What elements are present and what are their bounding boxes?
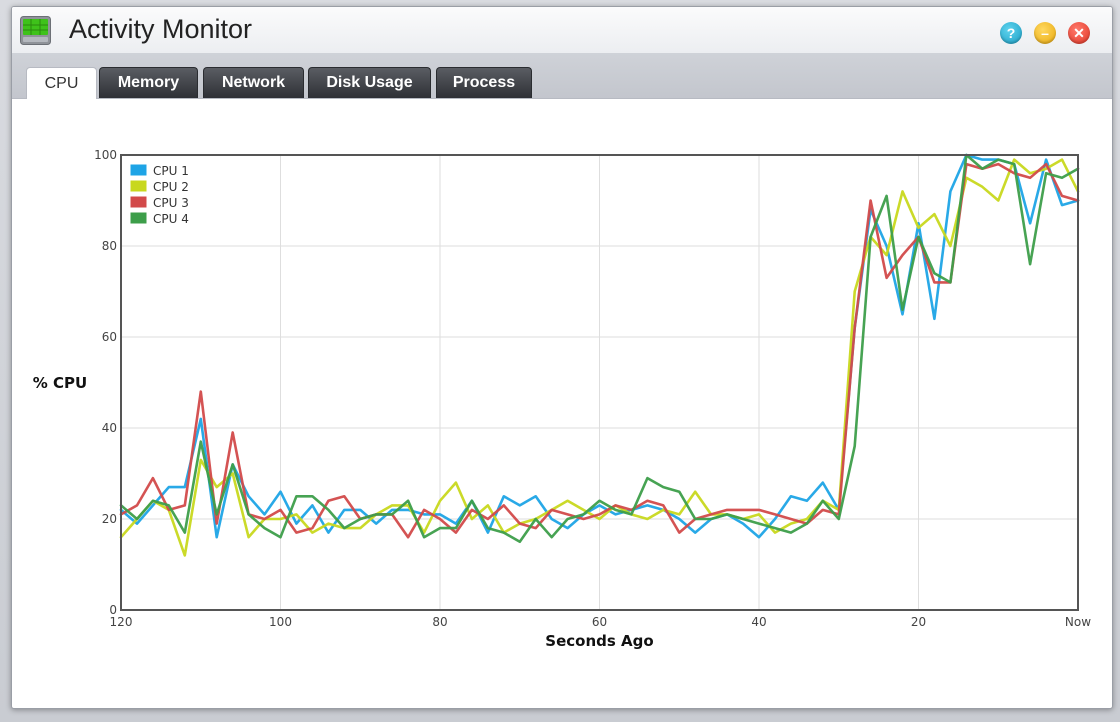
y-axis-ticks: 0 20 40 60 80 100 [94,148,117,617]
legend-swatch [129,179,148,193]
series-line [119,153,1080,544]
activity-monitor-window: Activity Monitor ? – ✕ CPU Memory Networ… [11,6,1113,709]
legend-label: CPU 3 [153,196,189,210]
x-tick-label: 40 [751,615,766,629]
y-tick-label: 0 [109,603,117,617]
chart-legend: CPU 1 CPU 2 CPU 3 CPU 4 [129,163,189,226]
x-tick-label: 80 [432,615,447,629]
y-tick-label: 60 [102,330,117,344]
cpu-chart-area: 0 20 40 60 80 100 120 100 80 60 40 20 Now % CPU Sec… [12,99,1110,664]
title-bar: Activity Monitor ? – ✕ [12,7,1112,54]
legend-swatch [129,211,148,225]
series-layer [119,153,1080,557]
tab-cpu[interactable]: CPU [26,67,97,99]
y-tick-label: 40 [102,421,117,435]
x-tick-label: Now [1065,615,1091,629]
cpu-line-chart: 0 20 40 60 80 100 120 100 80 60 40 20 Now % CPU Sec… [33,148,1092,650]
plot-border [120,154,1079,611]
x-tick-label: 60 [592,615,607,629]
minimize-icon: – [1041,25,1049,41]
tab-memory[interactable]: Memory [99,67,198,98]
series-line [119,153,1080,539]
tab-process[interactable]: Process [436,67,532,98]
y-tick-label: 100 [94,148,117,162]
window-title: Activity Monitor [69,14,253,44]
minimize-button[interactable]: – [1034,22,1056,44]
close-icon: ✕ [1073,25,1085,41]
x-axis-ticks: 120 100 80 60 40 20 Now [110,615,1092,629]
legend-swatch [129,195,148,209]
x-tick-label: 20 [911,615,926,629]
y-tick-label: 20 [102,512,117,526]
help-icon: ? [1006,25,1016,41]
tab-bar: CPU Memory Network Disk Usage Process [12,53,1112,99]
legend-label: CPU 4 [153,212,189,226]
legend-label: CPU 2 [153,180,189,194]
x-tick-label: 100 [269,615,292,629]
activity-monitor-app-icon [20,16,51,45]
y-axis-label: % CPU [33,374,87,392]
y-tick-label: 80 [102,239,117,253]
legend-label: CPU 1 [153,164,189,178]
series-line [119,158,1080,557]
tab-disk-usage[interactable]: Disk Usage [308,67,431,98]
close-button[interactable]: ✕ [1068,22,1090,44]
help-button[interactable]: ? [1000,22,1022,44]
tab-network[interactable]: Network [203,67,304,98]
x-tick-label: 120 [110,615,133,629]
x-axis-label: Seconds Ago [545,632,653,650]
legend-swatch [129,163,148,177]
